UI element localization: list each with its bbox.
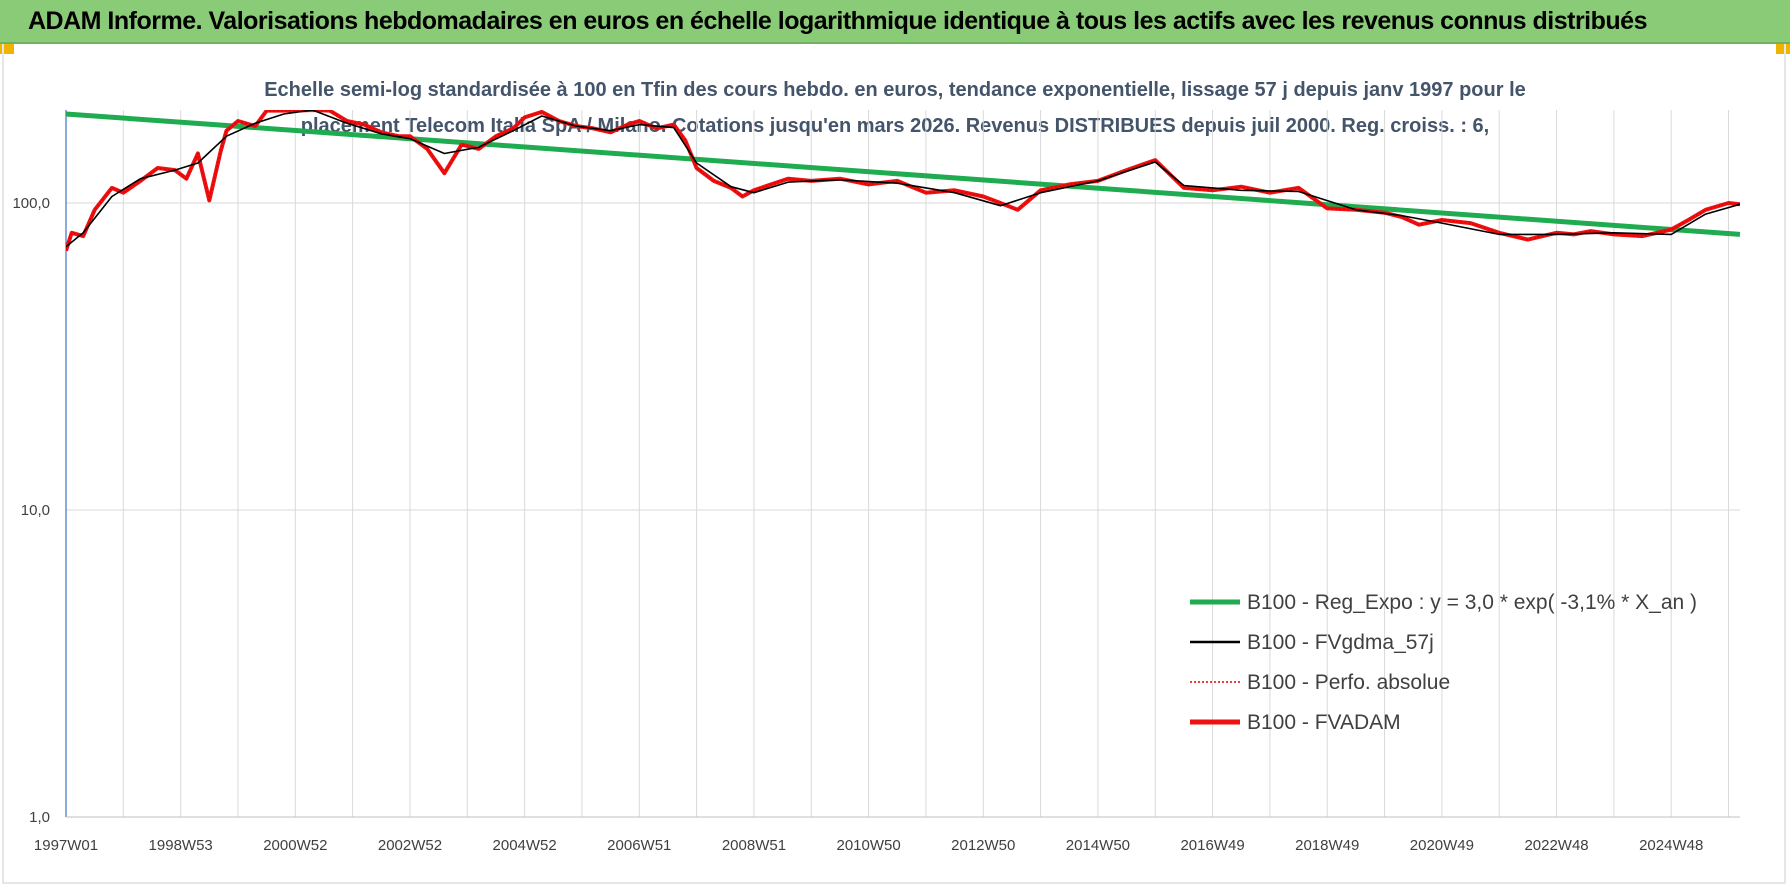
- y-tick-label: 10,0: [21, 502, 50, 519]
- legend-label-smooth: B100 - FVgdma_57j: [1247, 631, 1434, 654]
- legend-label-perf: B100 - Perfo. absolue: [1247, 671, 1450, 694]
- chart-frame: [2, 44, 1786, 884]
- y-tick-label: 1,0: [29, 809, 50, 826]
- corner-marker-left: [0, 44, 14, 54]
- y-tick-label: 100,0: [12, 195, 50, 212]
- series-trend-line: [65, 111, 1741, 237]
- x-tick-label: 2002W52: [378, 837, 442, 854]
- x-tick-label: 2016W49: [1180, 837, 1244, 854]
- x-tick-label: 2012W50: [951, 837, 1015, 854]
- series-smooth-line: [66, 110, 1740, 248]
- chart-subtitle-line-2: placement Telecom Italia SpA / Milano. C…: [301, 115, 1489, 137]
- x-tick-label: 2018W49: [1295, 837, 1359, 854]
- x-tick-label: 1998W53: [149, 837, 213, 854]
- chart-subtitle-line-1: Echelle semi-log standardisée à 100 en T…: [264, 79, 1526, 101]
- x-tick-label: 2006W51: [607, 837, 671, 854]
- x-tick-label: 2004W52: [493, 837, 557, 854]
- x-tick-label: 2024W48: [1639, 837, 1703, 854]
- x-tick-label: 2000W52: [263, 837, 327, 854]
- series-perf-line: [66, 110, 1740, 251]
- x-tick-label: 2020W49: [1410, 837, 1474, 854]
- header-title: ADAM Informe. Valorisations hebdomadaire…: [28, 7, 1647, 35]
- x-tick-label: 2022W48: [1524, 837, 1588, 854]
- corner-marker-right: [1776, 44, 1790, 54]
- legend-label-fvadam: B100 - FVADAM: [1247, 711, 1401, 734]
- legend: B100 - Reg_Expo : y = 3,0 * exp( -3,1% *…: [1190, 591, 1697, 734]
- series-layer: [65, 110, 1741, 252]
- x-tick-label: 2014W50: [1066, 837, 1130, 854]
- axes: 1,0 10,0 100,0 1997W01 1998W53 2000W52 2002W52…: [12, 110, 1740, 854]
- x-tick-label: 2008W51: [722, 837, 786, 854]
- x-tick-label: 1997W01: [34, 837, 98, 854]
- x-tick-label: 2010W50: [836, 837, 900, 854]
- legend-label-trend: B100 - Reg_Expo : y = 3,0 * exp( -3,1% *…: [1247, 591, 1697, 614]
- header-bar: ADAM Informe. Valorisations hebdomadaire…: [0, 0, 1790, 44]
